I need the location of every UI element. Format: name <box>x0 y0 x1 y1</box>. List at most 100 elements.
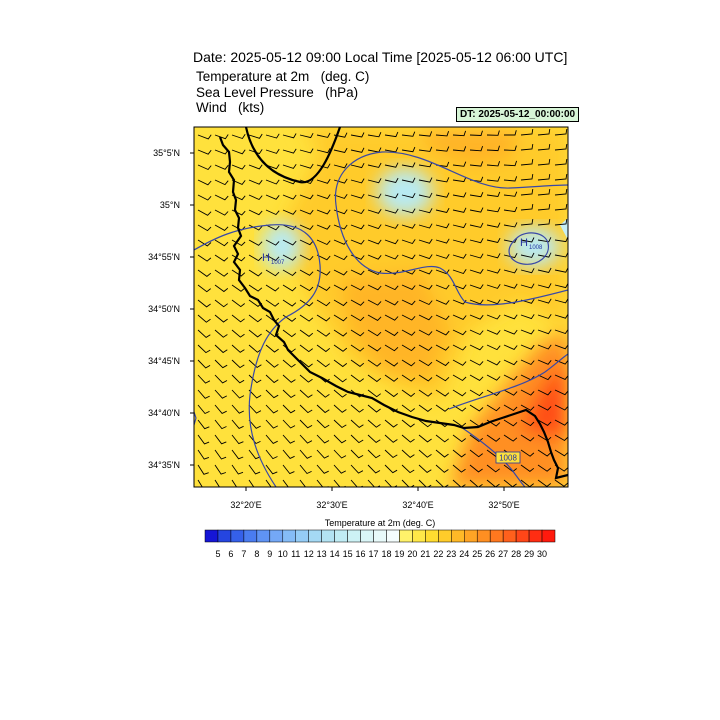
wind-barb <box>214 344 228 354</box>
wind-barb <box>418 404 433 412</box>
wind-barb <box>537 159 551 166</box>
wind-barb <box>265 404 279 414</box>
colorbar-tick-label: 10 <box>278 549 288 559</box>
wind-barb <box>418 146 433 152</box>
wind-barb <box>537 374 552 381</box>
wind-barb <box>469 389 484 397</box>
wind-barb <box>452 269 467 275</box>
wind-barb <box>282 148 297 154</box>
wind-barb <box>333 449 347 459</box>
wind-barb <box>197 374 211 384</box>
wind-barb <box>197 449 210 460</box>
wind-barb <box>503 314 518 320</box>
wind-barb <box>503 191 518 197</box>
wind-barb <box>333 419 347 429</box>
colorbar-tick-label: 14 <box>330 549 340 559</box>
wind-barb <box>435 269 450 275</box>
lon-label: 32°20'E <box>230 500 261 510</box>
lon-label: 32°30'E <box>316 500 347 510</box>
wind-barb <box>384 464 398 474</box>
colorbar-swatch <box>438 529 452 543</box>
wind-barb <box>486 237 501 244</box>
wind-barb <box>537 204 551 211</box>
wind-barb <box>435 434 449 443</box>
wind-barb <box>537 464 552 472</box>
wind-barb <box>554 189 568 196</box>
wind-barb <box>520 189 534 196</box>
field-temperature-unit: (deg. C) <box>320 69 370 84</box>
wind-barb <box>384 208 399 214</box>
wind-barb <box>197 134 212 140</box>
wind-barb <box>554 174 568 181</box>
wind-barb <box>214 299 228 308</box>
isobar-high-east <box>508 232 550 265</box>
wind-barb <box>435 479 449 487</box>
wind-barb <box>554 329 568 335</box>
colorbar-tick-label: 23 <box>446 549 456 559</box>
wind-barb <box>401 389 416 397</box>
wind-barb <box>418 389 433 397</box>
wind-barb <box>299 209 314 215</box>
wind-barb <box>316 344 331 353</box>
wind-barb <box>401 223 416 229</box>
wind-barb <box>231 374 245 384</box>
wind-barb <box>452 284 467 290</box>
wind-barb <box>435 238 450 244</box>
wind-barb <box>452 479 466 487</box>
wind-barb <box>248 164 263 170</box>
wind-barb <box>333 359 348 368</box>
wind-barb <box>231 449 244 460</box>
wind-barb <box>367 449 381 459</box>
wind-barb <box>231 359 245 369</box>
wind-barb <box>214 389 228 399</box>
wind-barb <box>469 359 484 366</box>
wind-barb <box>520 449 535 457</box>
wind-barb <box>435 359 450 367</box>
lat-label: 35°5'N <box>153 148 180 158</box>
colorbar-swatch <box>386 529 400 543</box>
wind-barb <box>214 449 227 460</box>
wind-barb <box>367 419 381 428</box>
wind-barb <box>316 284 331 291</box>
wind-barb <box>435 464 449 473</box>
wind-barb <box>486 191 501 197</box>
wind-barb <box>282 164 297 169</box>
wind-barb <box>503 404 518 412</box>
wind-barb <box>384 479 398 487</box>
wind-barb <box>537 189 551 196</box>
coastline-north <box>244 127 342 184</box>
wind-barb <box>367 224 382 230</box>
wind-barb <box>452 207 467 213</box>
colorbar-swatch <box>425 529 439 543</box>
colorbar-swatch <box>321 529 335 543</box>
wind-barb <box>418 479 432 487</box>
wind-barb <box>435 207 450 214</box>
wind-barb <box>554 219 568 226</box>
wind-barb <box>418 131 433 137</box>
wind-barb <box>265 299 280 307</box>
colorbar-tick-label: 29 <box>524 549 534 559</box>
wind-barb <box>384 239 399 245</box>
colorbar-tick-label: 15 <box>343 549 353 559</box>
wind-barb <box>316 389 330 398</box>
lon-label: 32°40'E <box>402 500 433 510</box>
wind-barb <box>350 178 365 184</box>
wind-barb <box>452 449 466 458</box>
wind-barb <box>537 344 552 350</box>
wind-barb <box>231 479 238 487</box>
wind-barb <box>214 224 229 231</box>
wind-barb <box>469 404 484 412</box>
wind-barb <box>469 145 484 152</box>
wind-barb <box>214 194 229 201</box>
wind-barb <box>333 329 348 337</box>
wind-barb <box>265 389 279 399</box>
lon-labels: 32°20'E 32°30'E 32°40'E 32°50'E <box>230 500 519 510</box>
wind-barb <box>197 344 211 354</box>
wind-barb <box>265 329 279 338</box>
wind-barb <box>418 299 433 306</box>
wind-barb <box>520 174 534 181</box>
wind-barb <box>316 299 331 307</box>
wind-barb <box>248 133 263 139</box>
wind-barb <box>197 389 210 399</box>
wind-barb <box>537 359 552 365</box>
